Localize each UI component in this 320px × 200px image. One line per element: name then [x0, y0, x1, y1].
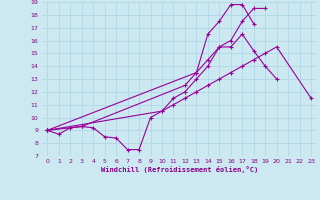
- X-axis label: Windchill (Refroidissement éolien,°C): Windchill (Refroidissement éolien,°C): [100, 166, 258, 173]
